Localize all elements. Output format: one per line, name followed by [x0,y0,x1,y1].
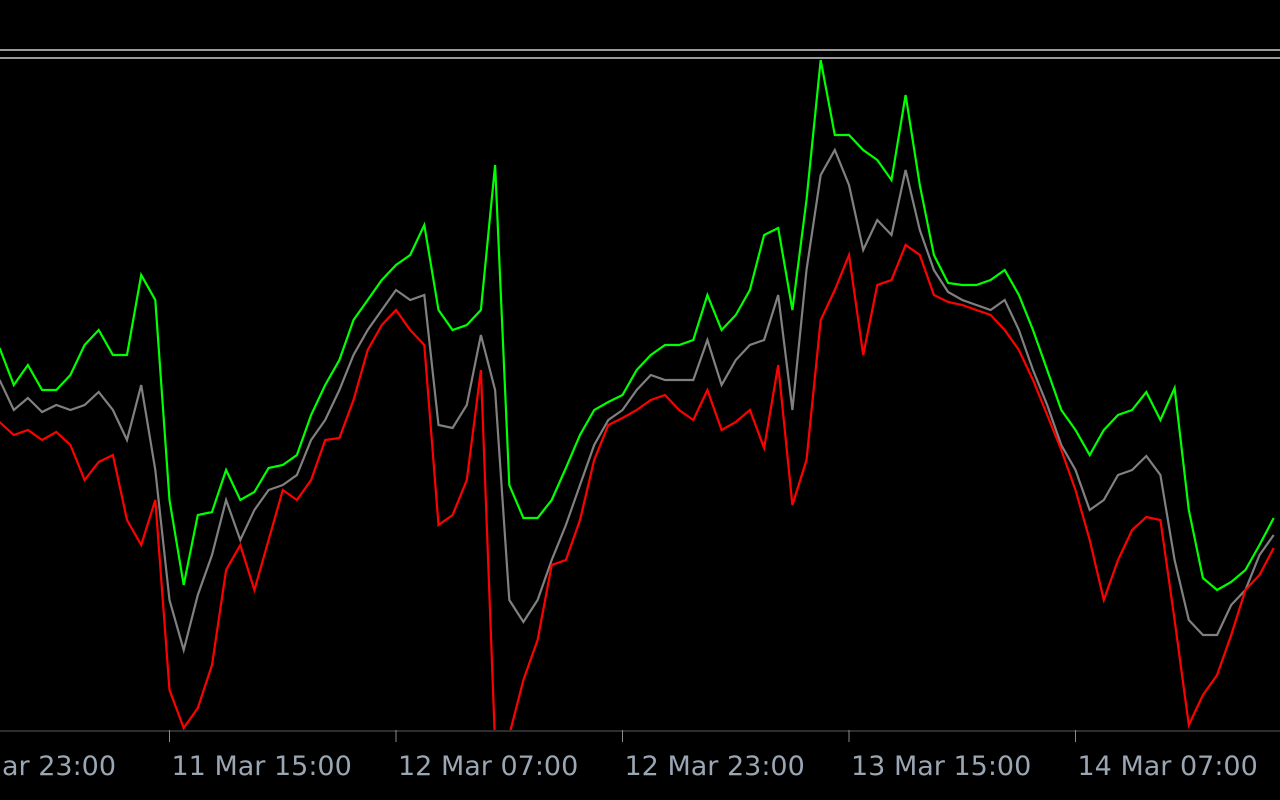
x-tick-label: 12 Mar 23:00 [625,751,805,782]
series-line [0,60,1275,592]
x-tick-label: 12 Mar 07:00 [398,751,578,782]
x-tick-label: 11 Mar 15:00 [172,751,352,782]
series-line [0,243,1275,730]
x-tick-label: ar 23:00 [2,751,116,782]
x-tick-label: 13 Mar 15:00 [851,751,1031,782]
x-tick-label: 14 Mar 07:00 [1078,751,1258,782]
series-line [0,147,1275,655]
plot-area [0,60,1275,730]
